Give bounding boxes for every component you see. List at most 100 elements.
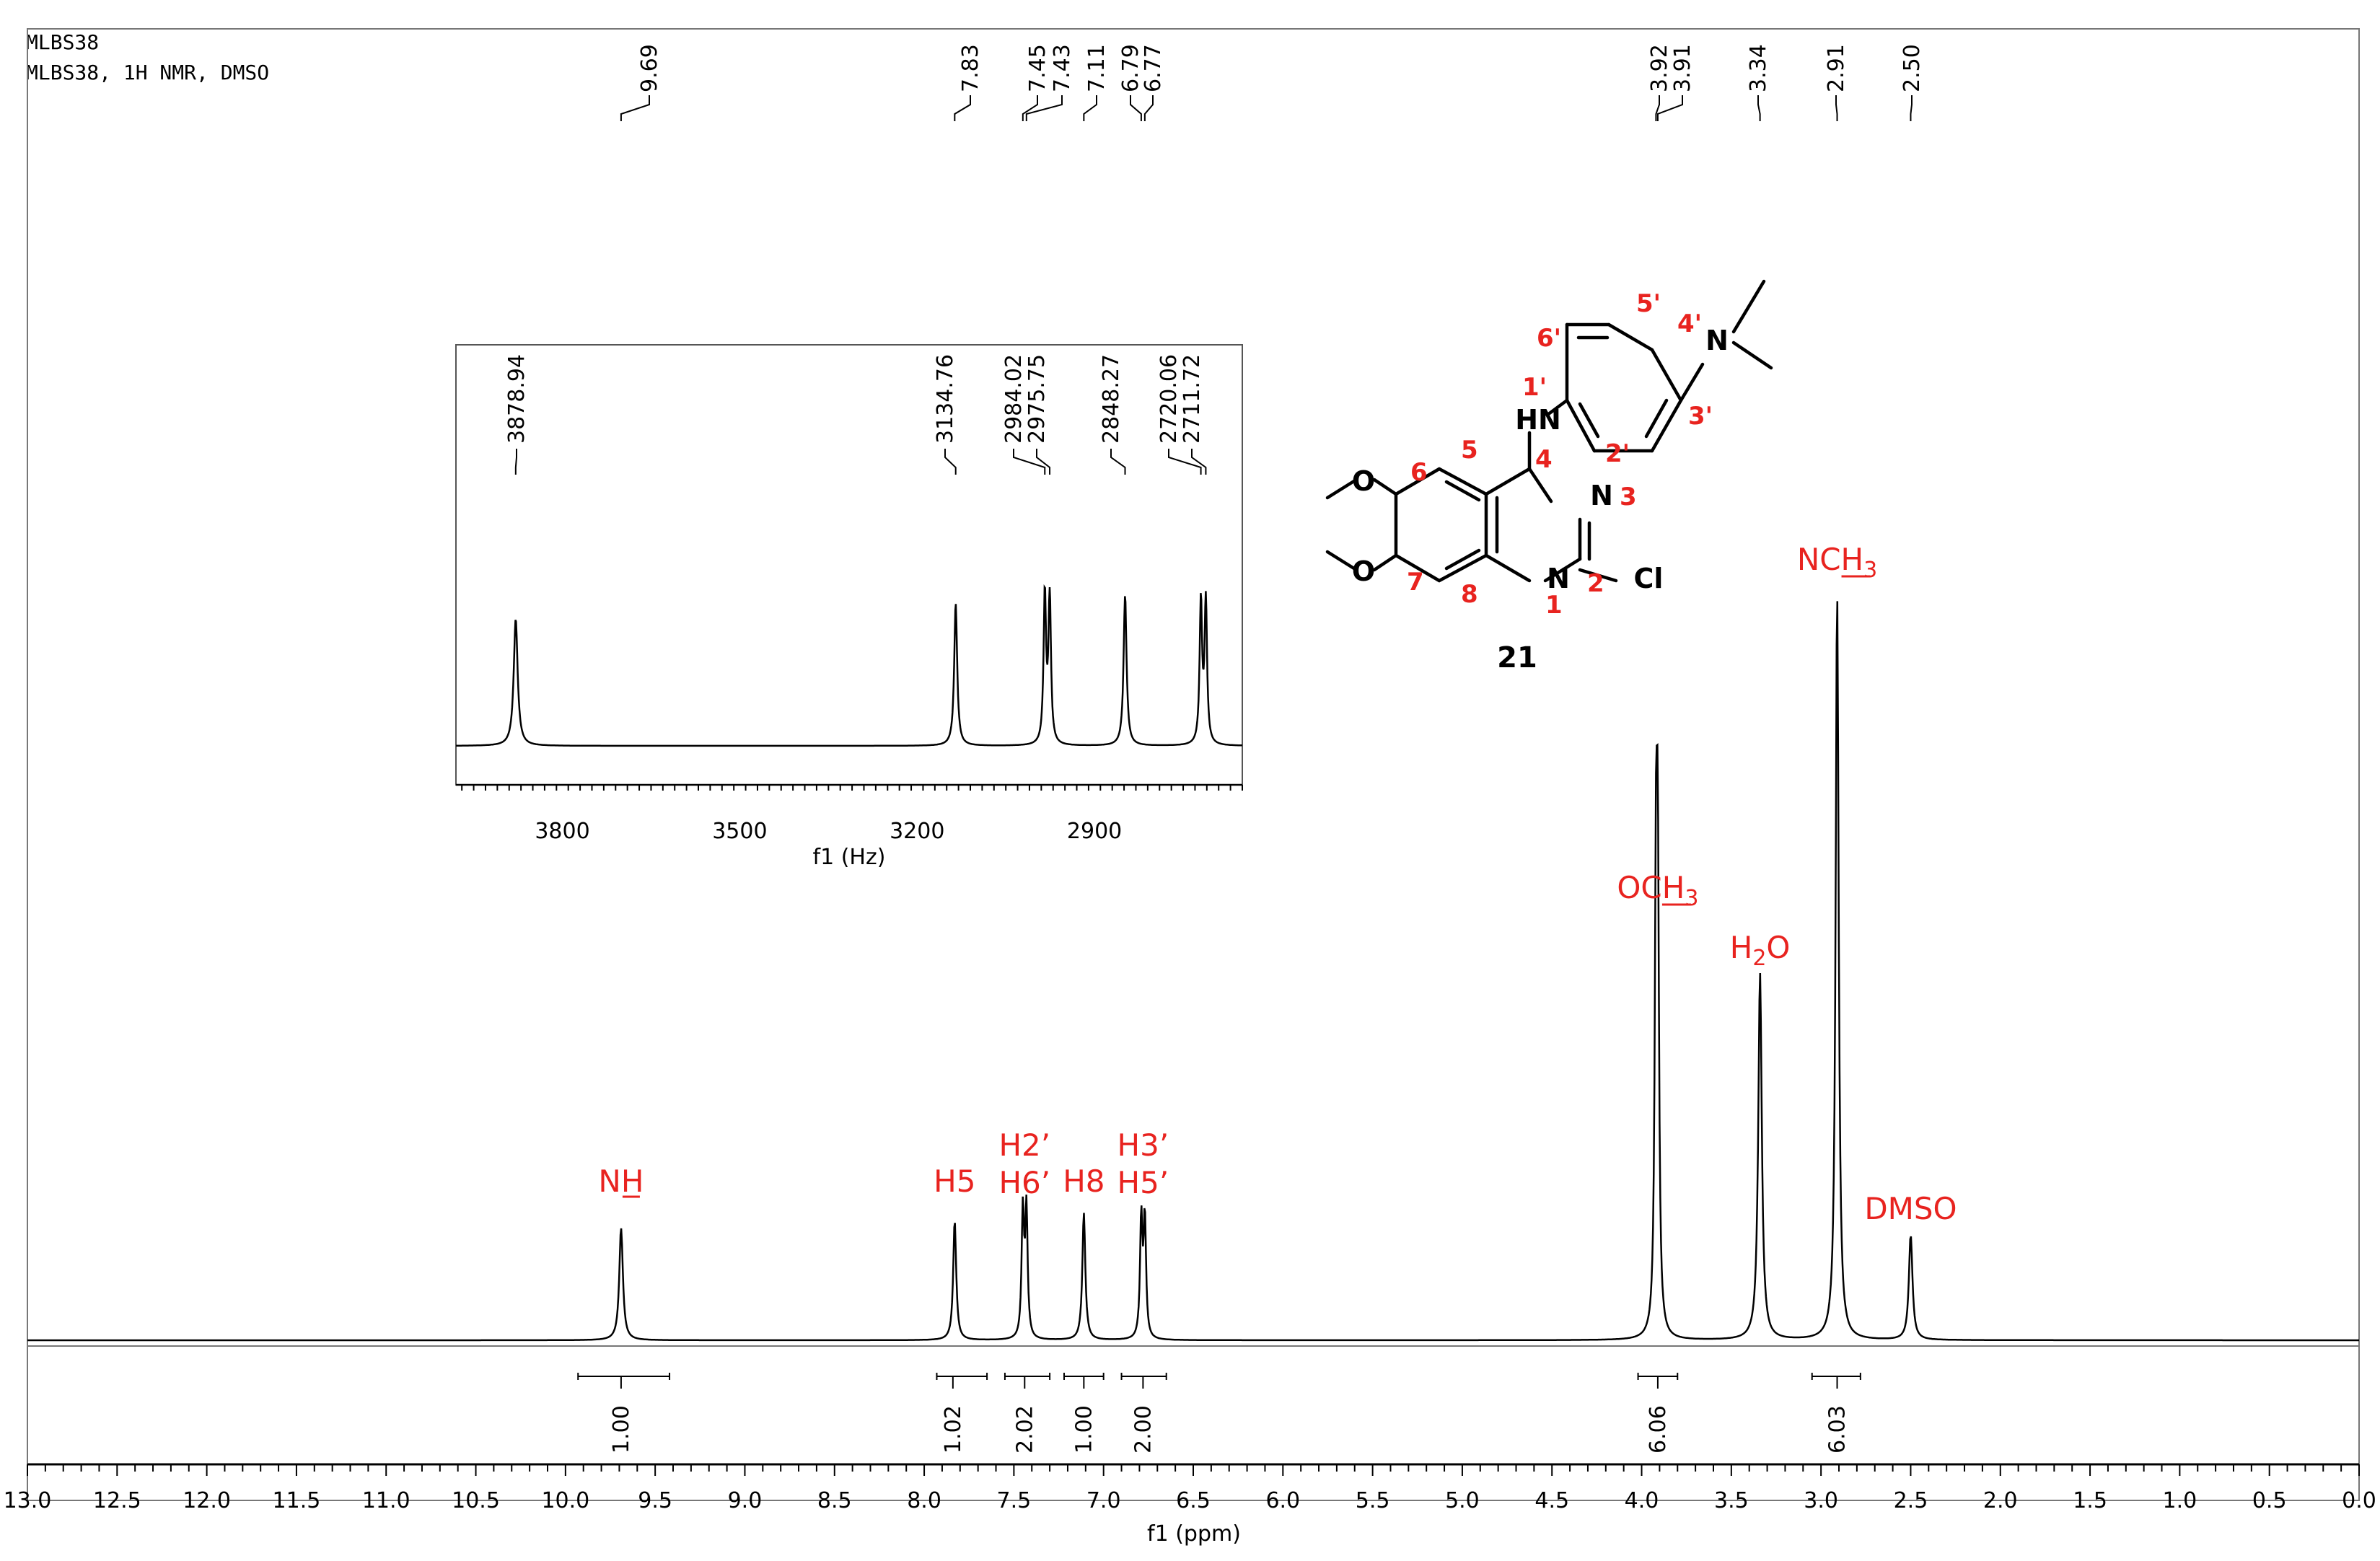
inset-peak-leader xyxy=(1036,449,1051,475)
assignment-label: H6’ xyxy=(998,1165,1050,1200)
atom-O7: O xyxy=(1352,555,1375,587)
peak-leader xyxy=(1835,95,1838,121)
x-tick-label: 9.0 xyxy=(728,1488,763,1513)
integral-value: 1.00 xyxy=(1071,1405,1097,1454)
peak-leader xyxy=(1143,95,1154,121)
num-4p: 4' xyxy=(1677,309,1702,338)
inset-axis-tick-labels: 3800 3500 3200 2900 xyxy=(535,819,1122,844)
x-axis-tick-labels: 13.0 12.5 12.0 11.5 11.0 10.5 10.0 9.5 9.0 8.5 8.0… xyxy=(4,1488,2376,1513)
num-6p: 6' xyxy=(1537,324,1561,353)
structure-labels: N HN N N Cl O O xyxy=(1352,325,1729,594)
inset-tick-label: 3500 xyxy=(712,819,767,844)
integral-value: 6.03 xyxy=(1825,1405,1850,1454)
peak-label: 7.83 xyxy=(958,44,983,92)
inset-expansion: 3800 3500 3200 2900 f1 (Hz) 3878.94 3134.76 2… xyxy=(455,344,1243,870)
peak-label: 3.92 xyxy=(1647,44,1672,92)
inset-peak-leader xyxy=(514,449,517,475)
peak-label: 9.69 xyxy=(637,44,662,92)
integral-value: 2.02 xyxy=(1012,1405,1037,1454)
x-tick-label: 3.0 xyxy=(1804,1488,1838,1513)
x-tick-label: 2.5 xyxy=(1894,1488,1928,1513)
peak-label: 7.11 xyxy=(1084,44,1110,92)
inset-peak-label: 2975.75 xyxy=(1024,354,1050,444)
x-tick-label: 12.5 xyxy=(93,1488,141,1513)
assignment-label: H5 xyxy=(934,1164,975,1199)
integral-value: 1.02 xyxy=(941,1405,966,1454)
peak-label-leaders xyxy=(620,95,1913,121)
assignment-label: DMSO xyxy=(1864,1191,1957,1226)
assignment-label: H2O xyxy=(1730,930,1791,971)
inset-peak-leader xyxy=(944,449,957,475)
integral-bracket xyxy=(1120,1373,1167,1380)
inset-peak-leader xyxy=(1191,449,1207,475)
x-tick-label: 10.5 xyxy=(452,1488,500,1513)
x-tick-label: 0.5 xyxy=(2252,1488,2287,1513)
x-axis-ticks xyxy=(27,1464,2360,1476)
x-tick-label: 5.0 xyxy=(1445,1488,1480,1513)
integral-bracket xyxy=(577,1373,671,1380)
chemical-structure xyxy=(1325,279,1773,583)
inset-axis-title: f1 (Hz) xyxy=(813,845,886,870)
x-tick-label: 7.0 xyxy=(1086,1488,1121,1513)
x-tick-label: 6.5 xyxy=(1176,1488,1211,1513)
x-tick-label: 11.0 xyxy=(362,1488,410,1513)
x-tick-label: 1.5 xyxy=(2073,1488,2107,1513)
x-tick-label: 9.5 xyxy=(638,1488,672,1513)
atom-O6: O xyxy=(1352,465,1375,497)
integral-value: 1.00 xyxy=(609,1405,634,1454)
num-7: 7 xyxy=(1407,568,1424,597)
peak-label: 7.43 xyxy=(1050,44,1075,92)
assignment-label: H2’ xyxy=(998,1127,1050,1163)
atom-Cl: Cl xyxy=(1634,563,1664,594)
x-axis-title: f1 (ppm) xyxy=(1147,1521,1241,1547)
peak-labels: 9.69 7.83 7.45 7.43 7.11 6.796.77 3.923.91 3.34… xyxy=(637,44,1925,92)
num-5p: 5' xyxy=(1636,289,1661,318)
inset-spectrum-line xyxy=(456,584,1242,747)
x-tick-label: 3.5 xyxy=(1714,1488,1749,1513)
x-tick-label: 6.0 xyxy=(1265,1488,1300,1513)
inset-tick-label: 3200 xyxy=(890,819,944,844)
x-tick-label: 10.0 xyxy=(541,1488,589,1513)
assignment-label: H5’ xyxy=(1117,1165,1169,1200)
peak-leader xyxy=(1022,95,1038,121)
peak-label: 7.45 xyxy=(1025,44,1050,92)
atom-NH: HN xyxy=(1515,404,1561,436)
integral-bracket xyxy=(936,1373,988,1380)
peak-label: 6.77 xyxy=(1141,44,1166,92)
inset-peak-label: 2711.72 xyxy=(1180,354,1205,444)
assignment-label: H3’ xyxy=(1117,1127,1169,1163)
peak-label: 2.50 xyxy=(1900,44,1925,92)
integral-value: 6.06 xyxy=(1646,1405,1671,1454)
atom-N-dimethyl: N xyxy=(1705,325,1729,356)
x-tick-label: 8.0 xyxy=(907,1488,941,1513)
integral-bracket xyxy=(1811,1373,1861,1380)
x-tick-label: 12.0 xyxy=(183,1488,231,1513)
num-1: 1 xyxy=(1545,591,1563,620)
inset-peak-leader xyxy=(1013,449,1046,475)
inset-peak-leader xyxy=(1168,449,1202,475)
peak-label: 3.91 xyxy=(1670,44,1695,92)
peak-leader xyxy=(954,95,971,121)
peak-label: 6.79 xyxy=(1118,44,1143,92)
num-2: 2 xyxy=(1587,569,1604,598)
peak-leader xyxy=(1757,95,1761,121)
x-tick-label: 7.5 xyxy=(997,1488,1032,1513)
integrals: 1.00 1.02 2.02 1.00 2.00 6.06 6.03 xyxy=(577,1373,1861,1454)
header-line-2: MLBS38, 1H NMR, DMSO xyxy=(26,61,269,84)
header-line-1: MLBS38 xyxy=(26,30,99,54)
peak-leader xyxy=(1083,95,1097,121)
inset-tick-label: 3800 xyxy=(535,819,589,844)
main-plot-frame xyxy=(27,28,2360,1501)
peak-leader xyxy=(1910,95,1913,121)
peak-label: 2.91 xyxy=(1824,44,1849,92)
inset-peak-label: 2984.02 xyxy=(1001,354,1027,444)
inset-axis-ticks xyxy=(461,785,1243,791)
assignment-label: NH xyxy=(598,1164,644,1199)
x-tick-label: 5.5 xyxy=(1356,1488,1390,1513)
atom-N1: N xyxy=(1547,563,1570,594)
assignment-label: H8 xyxy=(1063,1164,1105,1199)
num-3p: 3' xyxy=(1688,402,1713,431)
